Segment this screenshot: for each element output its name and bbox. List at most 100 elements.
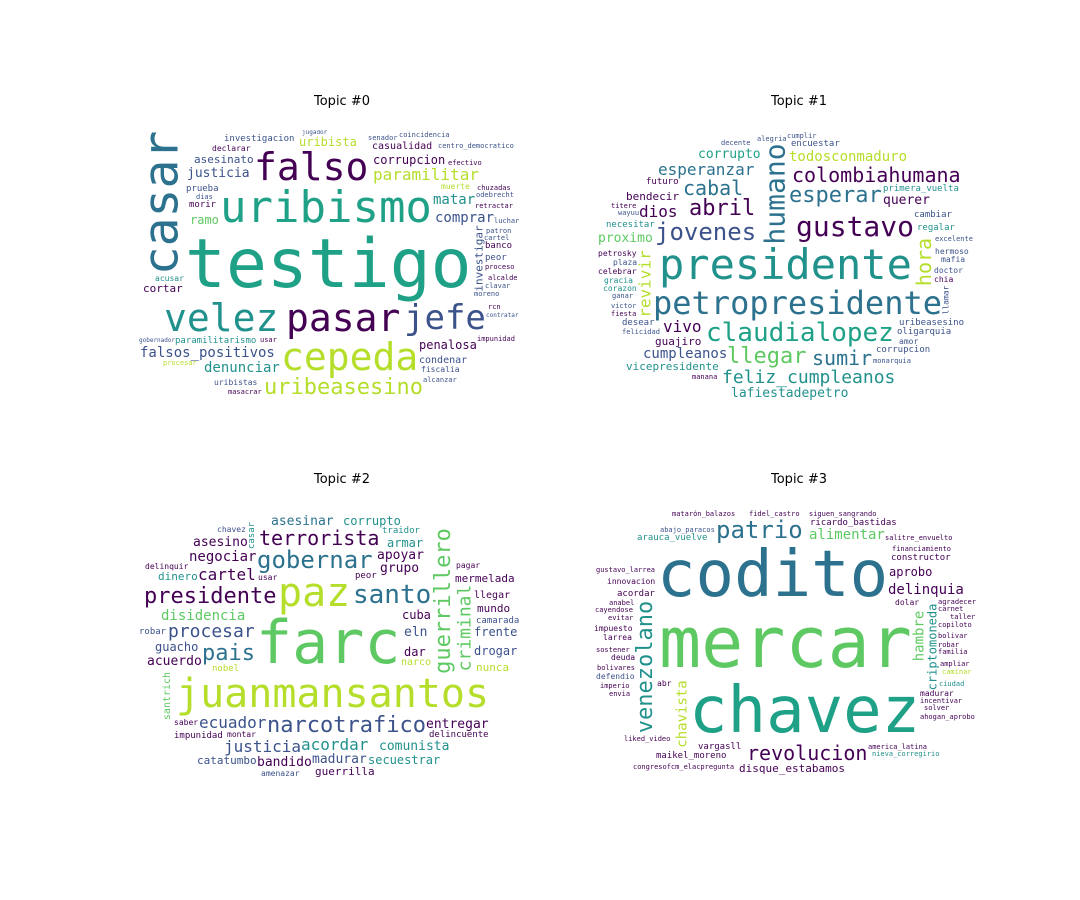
cloud-word: encuestar — [791, 139, 840, 149]
cloud-word: senador — [368, 134, 398, 142]
cloud-word: proximo — [598, 231, 653, 246]
cloud-word: uribeasesino — [899, 318, 965, 328]
cloud-word: mafia — [941, 255, 966, 264]
cloud-word: disque_estabamos — [739, 762, 845, 775]
cloud-word: impunidad — [477, 335, 515, 343]
cloud-word: apoyar — [377, 548, 424, 563]
cloud-word: peor — [355, 571, 377, 581]
cloud-word: casar — [247, 521, 258, 550]
cloud-word: usar — [260, 336, 277, 344]
cloud-word: delinquir — [145, 562, 189, 571]
cloud-word: defendio — [596, 672, 635, 681]
cloud-word: arauca_vuelve — [637, 533, 708, 543]
cloud-word: cuba — [402, 608, 431, 622]
cloud-word: todosconmaduro — [789, 149, 908, 165]
cloud-word: ricardo_bastidas — [810, 518, 897, 528]
cloud-word: prueba — [186, 184, 219, 194]
cloud-word: gustavo — [796, 210, 915, 243]
cloud-word: dios — [639, 202, 678, 221]
cloud-word: patrio — [716, 516, 803, 544]
cloud-word: america_latina — [868, 743, 928, 751]
cloud-word: paramilitarismo — [175, 336, 257, 346]
cloud-word: vargasll — [698, 742, 742, 752]
cloud-word: traidor — [382, 526, 420, 536]
cloud-word: jefe — [404, 298, 486, 338]
cloud-word: uribistas — [214, 378, 258, 387]
cloud-word: grupo — [380, 561, 420, 576]
cloud-word: doctor — [934, 266, 963, 275]
cloud-word: armar — [387, 536, 424, 550]
cloud-word: revolucion — [747, 741, 868, 765]
cloud-word: impunidad — [174, 731, 223, 741]
cloud-word: celebrar — [598, 267, 637, 276]
cloud-word: terrorista — [259, 526, 380, 550]
cloud-word: innovacion — [607, 577, 656, 586]
cloud-word: clavar — [485, 282, 511, 290]
cloud-word: luchar — [494, 217, 519, 225]
cloud-word: regalar — [917, 223, 955, 233]
cloud-word: caminar — [942, 668, 972, 676]
cloud-word: abajo_paracos — [660, 526, 715, 534]
cloud-word: pasar — [286, 296, 401, 340]
cloud-word: anabel — [609, 599, 635, 607]
cloud-word: feliz_cumpleanos — [722, 367, 896, 388]
cloud-word: abr — [657, 679, 672, 688]
cloud-word: declarar — [212, 144, 251, 153]
cloud-word: fiscalia — [421, 365, 460, 374]
cloud-word: gobernar — [257, 546, 373, 574]
cloud-word: guajiro — [655, 335, 702, 348]
cloud-word: catatumbo — [197, 754, 257, 767]
cloud-word: robar — [139, 627, 167, 637]
cloud-word: mundo — [477, 602, 511, 615]
cloud-word: dolar — [895, 598, 920, 607]
cloud-word: mercar — [659, 602, 912, 684]
cloud-word: chavez — [689, 674, 921, 748]
cloud-word: salitre_envuelto — [885, 534, 953, 542]
cloud-word: pagar — [456, 561, 481, 570]
cloud-word: uribismo — [220, 182, 432, 233]
cloud-word: corrupcion — [373, 153, 446, 167]
cloud-word: falsos_positivos — [140, 345, 275, 361]
cloud-word: nunca — [476, 661, 510, 674]
cloud-word: larrea — [603, 633, 632, 642]
cloud-word: robar — [938, 641, 960, 649]
cloud-word: impuesto — [594, 624, 633, 633]
cloud-word: congresofcm_elacpregunta — [633, 763, 735, 771]
cloud-word: constructor — [891, 553, 951, 563]
cloud-word: envia — [609, 690, 631, 698]
cloud-word: asesinato — [194, 153, 254, 166]
word-cloud: mercar chavez codito patrio venezolano revolu… — [594, 508, 976, 778]
cloud-word: colombiahumana — [792, 163, 961, 187]
cloud-word: rcn — [488, 303, 501, 311]
cloud-word: gracia — [604, 276, 633, 285]
cloud-word: santrich — [162, 671, 174, 721]
cloud-word: revivir — [635, 249, 655, 318]
cloud-word: asesinar — [271, 514, 334, 529]
cloud-word: taller — [950, 613, 976, 621]
cloud-word: jugador — [302, 130, 328, 136]
cloud-word: cortar — [143, 282, 183, 295]
cloud-word: acusar — [155, 274, 184, 283]
cloud-word: llamar — [940, 285, 950, 314]
cloud-word: guacho — [155, 640, 199, 654]
cloud-word: claudialopez — [706, 318, 894, 348]
cloud-word: saber — [174, 718, 199, 727]
cloud-word: nobel — [212, 664, 240, 674]
cloud-word: llegar — [727, 344, 807, 369]
cloud-word: sostener — [596, 646, 630, 654]
cloud-word: plaza — [613, 258, 638, 267]
cloud-word: acuerdo — [147, 654, 202, 669]
cloud-word: lafiestadepetro — [731, 386, 849, 400]
cloud-word: chuzadas — [477, 184, 511, 192]
cloud-word: bolivar — [938, 632, 968, 640]
cloud-word: bolivares — [597, 664, 635, 672]
cloud-word: paz — [278, 570, 351, 616]
cloud-word: evitar — [608, 614, 634, 622]
cloud-word: titere — [611, 202, 637, 210]
cloud-word: desear — [622, 318, 655, 328]
cloud-word: banco — [485, 241, 513, 251]
cloud-word: cumplir — [787, 132, 817, 140]
cloud-word: chavista — [674, 679, 691, 748]
cloud-word: coincidencia — [399, 131, 450, 139]
cloud-word: guerrilla — [315, 765, 375, 778]
